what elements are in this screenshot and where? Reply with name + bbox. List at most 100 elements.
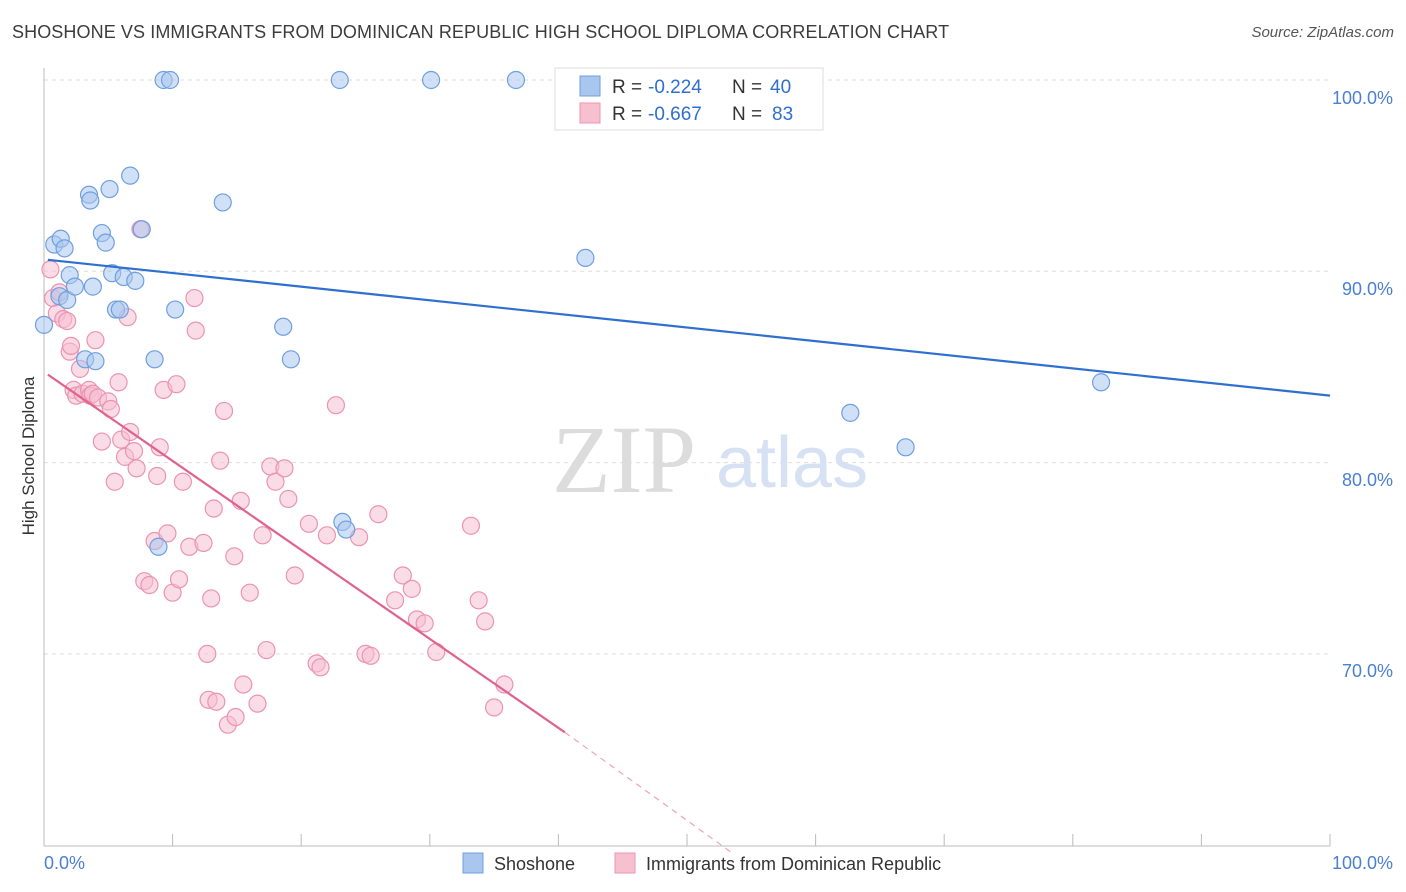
shoshone-point-26 [160, 70, 180, 90]
dominican-point-78 [415, 614, 434, 633]
shoshone-point-22 [132, 220, 151, 239]
dominican-point-68 [317, 526, 337, 545]
dominican-point-39 [173, 472, 192, 491]
x-tick-label-0: 0.0% [44, 853, 85, 873]
dominican-point-26 [124, 442, 144, 461]
legend-swatch-dominican [579, 102, 601, 124]
y-tick-label-80: 80.0% [1342, 470, 1393, 490]
dominican-point-74 [385, 591, 405, 610]
chart-source: Source: ZipAtlas.com [1251, 24, 1394, 41]
dominican-point-80 [461, 516, 481, 535]
dominican-point-43 [194, 533, 213, 553]
shoshone-point-37 [896, 438, 915, 457]
dominican-point-0 [41, 260, 60, 279]
shoshone-point-28 [213, 193, 232, 212]
x-tick-label-100: 100.0% [1332, 853, 1393, 873]
shoshone-point-5 [58, 290, 77, 310]
y-tick-label-70: 70.0% [1342, 661, 1393, 681]
bottom-legend-swatch-shoshone [462, 852, 484, 874]
dominican-point-79 [427, 642, 446, 662]
dominican-point-76 [402, 579, 421, 598]
shoshone-point-14 [96, 233, 115, 252]
dominican-point-30 [140, 575, 159, 595]
shoshone-point-27 [166, 300, 185, 319]
dominican-point-15 [86, 331, 105, 350]
legend-swatch-shoshone [579, 75, 601, 97]
legend-n-value-2: 83 [772, 104, 793, 125]
legend-n-label-1: N = [732, 77, 762, 98]
dominican-point-63 [279, 489, 298, 509]
legend-r-value-2: -0.667 [648, 104, 702, 125]
dominican-point-52 [225, 547, 244, 566]
shoshone-point-0 [34, 315, 54, 334]
shoshone-trend-line [47, 258, 1331, 397]
shoshone-point-36 [841, 403, 860, 422]
dominican-point-83 [485, 698, 504, 717]
watermark: ZIP atlas [552, 406, 868, 513]
legend-r-value-1: -0.224 [648, 77, 702, 98]
dominican-point-17 [92, 432, 111, 451]
dominican-point-56 [240, 583, 259, 602]
dominican-point-37 [167, 375, 186, 394]
dominican-point-59 [257, 640, 276, 660]
shoshone-point-20 [121, 166, 140, 185]
dominican-point-7 [61, 336, 81, 356]
shoshone-point-29 [274, 317, 293, 336]
dominican-point-75 [393, 566, 412, 585]
dominican-point-42 [186, 321, 205, 340]
bottom-legend-label-shoshone: Shoshone [494, 854, 575, 874]
shoshone-point-30 [281, 350, 301, 369]
legend-r-label-1: R = [612, 77, 642, 98]
dominican-point-73 [369, 505, 388, 524]
shoshone-point-21 [126, 271, 145, 290]
dominican-point-72 [361, 646, 380, 665]
dominican-point-62 [275, 459, 294, 478]
y-tick-labels: 100.0% 90.0% 80.0% 70.0% [1332, 88, 1393, 681]
dominican-point-41 [185, 288, 204, 308]
y-axis-title: High School Diploma [19, 376, 38, 535]
dominican-point-57 [248, 694, 267, 713]
shoshone-point-15 [100, 179, 119, 199]
series-dominican-points [41, 220, 514, 734]
series-shoshone-points [34, 70, 1111, 556]
shoshone-point-34 [506, 70, 526, 90]
dominican-point-64 [285, 566, 304, 585]
dominican-point-48 [207, 692, 226, 711]
shoshone-point-32 [330, 70, 349, 90]
dominican-trend-line [47, 373, 566, 734]
dominican-point-67 [311, 658, 330, 677]
dominican-point-38 [169, 570, 189, 589]
y-tick-label-100: 100.0% [1332, 88, 1393, 108]
watermark-atlas: atlas [716, 423, 868, 503]
dominican-point-49 [211, 451, 230, 470]
dominican-point-20 [105, 472, 124, 491]
dominican-point-44 [198, 644, 217, 664]
dominican-point-82 [475, 612, 495, 631]
legend-n-value-1: 40 [770, 77, 791, 98]
dominican-point-46 [202, 589, 221, 608]
chart-title: SHOSHONE VS IMMIGRANTS FROM DOMINICAN RE… [12, 22, 950, 42]
dominican-point-32 [148, 466, 167, 486]
series-legend: Shoshone Immigrants from Dominican Repub… [462, 852, 941, 874]
bottom-legend-swatch-dominican [614, 852, 636, 874]
shoshone-point-18 [110, 300, 129, 319]
shoshone-point-10 [81, 191, 100, 210]
dominican-point-53 [226, 707, 245, 727]
shoshone-point-11 [83, 277, 102, 296]
dominican-point-35 [158, 524, 177, 543]
dominican-point-81 [469, 591, 488, 610]
legend-r-label-2: R = [612, 104, 642, 125]
shoshone-point-4 [55, 239, 74, 258]
dominican-point-61 [266, 472, 285, 491]
trend-lines [47, 258, 1331, 854]
watermark-zip: ZIP [552, 406, 696, 513]
bottom-legend-label-dominican: Immigrants from Dominican Republic [646, 854, 941, 874]
x-axis-ticks [43, 834, 1331, 846]
shoshone-point-23 [145, 350, 164, 369]
shoshone-point-33 [421, 70, 441, 90]
dominican-point-58 [253, 526, 272, 545]
shoshone-point-39 [337, 520, 356, 539]
shoshone-point-35 [576, 248, 595, 268]
dominican-point-69 [326, 396, 346, 415]
